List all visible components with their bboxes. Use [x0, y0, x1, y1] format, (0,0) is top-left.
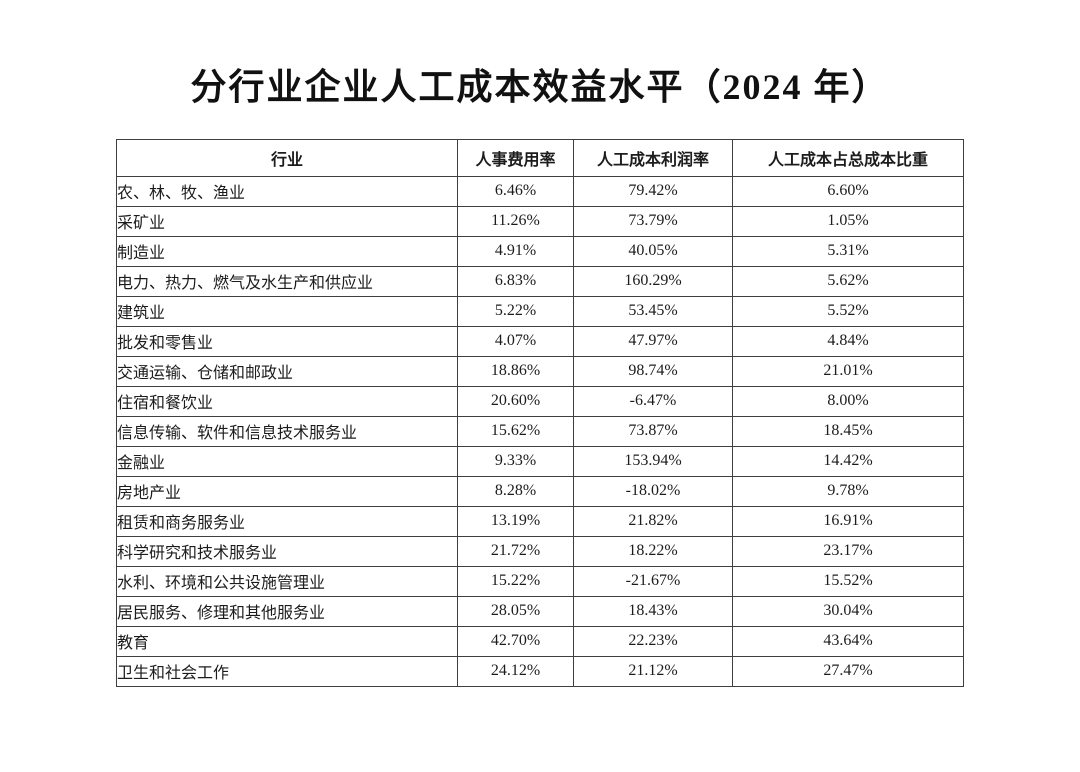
value-cell: 21.01% [732, 355, 964, 387]
column-header-industry: 行业 [116, 138, 458, 177]
table-row: 房地产业 8.28% -18.02% 9.78% [116, 475, 964, 507]
value-cell: 5.31% [732, 235, 964, 267]
table-row: 租赁和商务服务业 13.19% 21.82% 16.91% [116, 505, 964, 537]
industry-cell: 居民服务、修理和其他服务业 [116, 595, 458, 627]
industry-cell: 批发和零售业 [116, 325, 458, 357]
value-cell: 98.74% [573, 355, 733, 387]
value-cell: 4.84% [732, 325, 964, 357]
value-cell: 8.28% [457, 475, 574, 507]
column-header-personnel-expense-rate: 人事费用率 [457, 138, 574, 177]
column-header-labor-cost-profit-rate: 人工成本利润率 [573, 138, 733, 177]
industry-cell: 金融业 [116, 445, 458, 477]
industry-cell: 水利、环境和公共设施管理业 [116, 565, 458, 597]
value-cell: 15.62% [457, 415, 574, 447]
industry-cell: 农、林、牧、渔业 [116, 175, 458, 207]
industry-cell: 制造业 [116, 235, 458, 267]
value-cell: 1.05% [732, 205, 964, 237]
industry-cell: 采矿业 [116, 205, 458, 237]
industry-cell: 电力、热力、燃气及水生产和供应业 [116, 265, 458, 297]
industry-cell: 科学研究和技术服务业 [116, 535, 458, 567]
value-cell: 18.22% [573, 535, 733, 567]
industry-cell: 租赁和商务服务业 [116, 505, 458, 537]
value-cell: 27.47% [732, 655, 964, 687]
value-cell: 14.42% [732, 445, 964, 477]
table-row: 批发和零售业 4.07% 47.97% 4.84% [116, 325, 964, 357]
table-row: 卫生和社会工作 24.12% 21.12% 27.47% [116, 655, 964, 687]
table-row: 水利、环境和公共设施管理业 15.22% -21.67% 15.52% [116, 565, 964, 597]
table-row: 教育 42.70% 22.23% 43.64% [116, 625, 964, 657]
value-cell: 24.12% [457, 655, 574, 687]
value-cell: 40.05% [573, 235, 733, 267]
value-cell: 42.70% [457, 625, 574, 657]
table-row: 科学研究和技术服务业 21.72% 18.22% 23.17% [116, 535, 964, 567]
industry-cell: 信息传输、软件和信息技术服务业 [116, 415, 458, 447]
table-row: 信息传输、软件和信息技术服务业 15.62% 73.87% 18.45% [116, 415, 964, 447]
value-cell: 6.60% [732, 175, 964, 207]
value-cell: 15.22% [457, 565, 574, 597]
column-header-labor-cost-share: 人工成本占总成本比重 [732, 138, 964, 177]
value-cell: 13.19% [457, 505, 574, 537]
table-row: 居民服务、修理和其他服务业 28.05% 18.43% 30.04% [116, 595, 964, 627]
value-cell: 53.45% [573, 295, 733, 327]
value-cell: 153.94% [573, 445, 733, 477]
value-cell: 5.22% [457, 295, 574, 327]
value-cell: 18.43% [573, 595, 733, 627]
value-cell: 23.17% [732, 535, 964, 567]
value-cell: -6.47% [573, 385, 733, 417]
value-cell: -21.67% [573, 565, 733, 597]
value-cell: 5.62% [732, 265, 964, 297]
value-cell: 4.91% [457, 235, 574, 267]
value-cell: 20.60% [457, 385, 574, 417]
industry-cell: 住宿和餐饮业 [116, 385, 458, 417]
table-row: 住宿和餐饮业 20.60% -6.47% 8.00% [116, 385, 964, 417]
industry-cell: 房地产业 [116, 475, 458, 507]
table-row: 采矿业 11.26% 73.79% 1.05% [116, 205, 964, 237]
value-cell: 47.97% [573, 325, 733, 357]
value-cell: 18.86% [457, 355, 574, 387]
value-cell: 21.72% [457, 535, 574, 567]
value-cell: 6.46% [457, 175, 574, 207]
table-row: 电力、热力、燃气及水生产和供应业 6.83% 160.29% 5.62% [116, 265, 964, 297]
value-cell: 6.83% [457, 265, 574, 297]
value-cell: 160.29% [573, 265, 733, 297]
value-cell: 28.05% [457, 595, 574, 627]
value-cell: 73.79% [573, 205, 733, 237]
value-cell: 9.78% [732, 475, 964, 507]
value-cell: 18.45% [732, 415, 964, 447]
value-cell: 5.52% [732, 295, 964, 327]
value-cell: 11.26% [457, 205, 574, 237]
value-cell: 16.91% [732, 505, 964, 537]
industry-cell: 建筑业 [116, 295, 458, 327]
value-cell: 15.52% [732, 565, 964, 597]
value-cell: 79.42% [573, 175, 733, 207]
table-row: 金融业 9.33% 153.94% 14.42% [116, 445, 964, 477]
table-body: 农、林、牧、渔业 6.46% 79.42% 6.60% 采矿业 11.26% 73.79% 1… [116, 175, 964, 687]
table-row: 建筑业 5.22% 53.45% 5.52% [116, 295, 964, 327]
value-cell: 21.12% [573, 655, 733, 687]
table-row: 农、林、牧、渔业 6.46% 79.42% 6.60% [116, 175, 964, 207]
value-cell: 30.04% [732, 595, 964, 627]
industry-cell: 教育 [116, 625, 458, 657]
table-row: 制造业 4.91% 40.05% 5.31% [116, 235, 964, 267]
value-cell: 4.07% [457, 325, 574, 357]
value-cell: 21.82% [573, 505, 733, 537]
industry-cell: 交通运输、仓储和邮政业 [116, 355, 458, 387]
value-cell: 73.87% [573, 415, 733, 447]
value-cell: -18.02% [573, 475, 733, 507]
table-row: 交通运输、仓储和邮政业 18.86% 98.74% 21.01% [116, 355, 964, 387]
value-cell: 9.33% [457, 445, 574, 477]
value-cell: 22.23% [573, 625, 733, 657]
page-title: 分行业企业人工成本效益水平（2024 年） [190, 67, 890, 107]
labor-cost-table: 行业 人事费用率 人工成本利润率 人工成本占总成本比重 农、林、牧、渔业 6.46… [116, 138, 964, 687]
industry-cell: 卫生和社会工作 [116, 655, 458, 687]
table-header-row: 行业 人事费用率 人工成本利润率 人工成本占总成本比重 [116, 138, 964, 177]
value-cell: 8.00% [732, 385, 964, 417]
value-cell: 43.64% [732, 625, 964, 657]
